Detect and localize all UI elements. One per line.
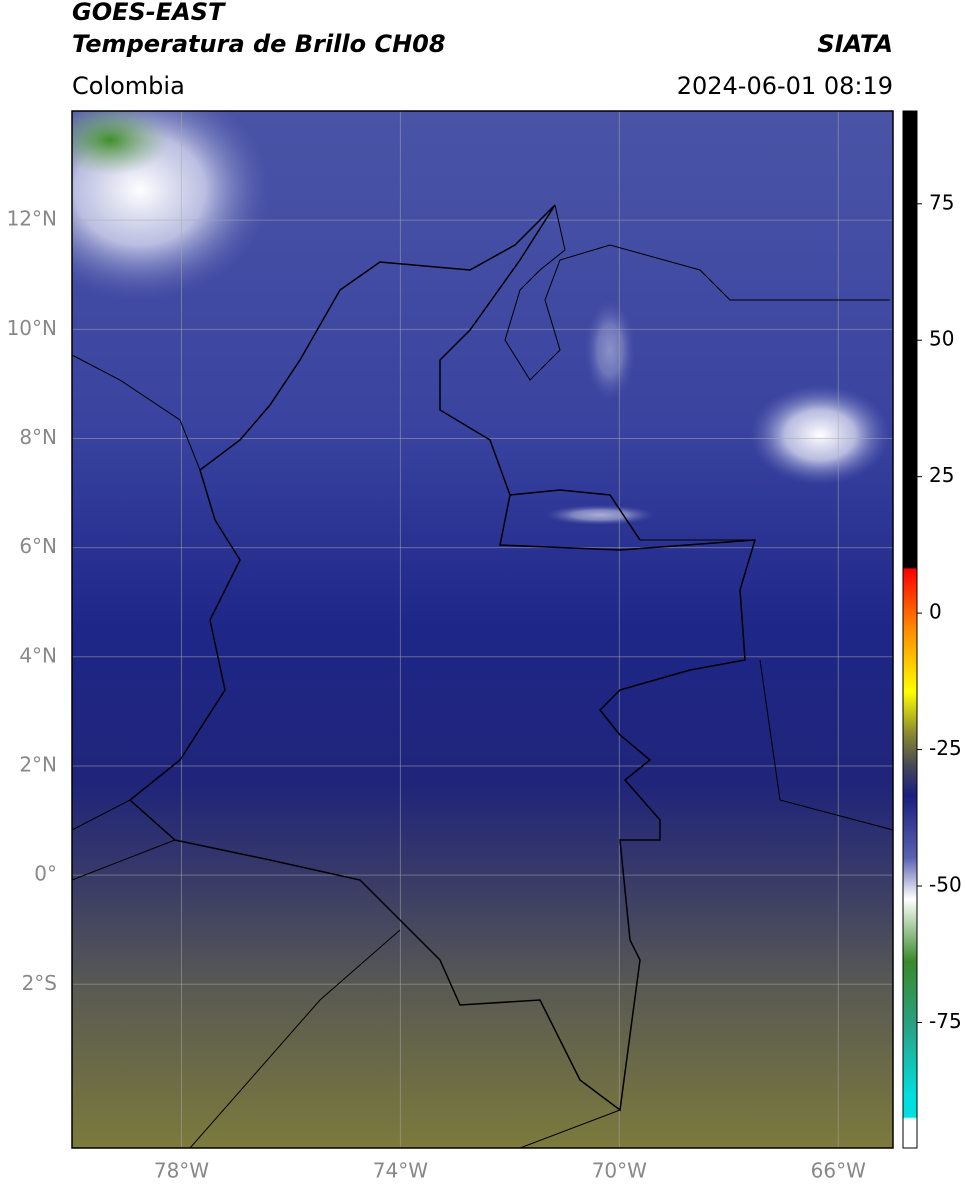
- y-tick-label: 0°: [34, 862, 57, 886]
- colorbar-tick-label: 0: [929, 600, 942, 624]
- colorbar-tick-label: -75: [929, 1009, 962, 1033]
- brightness-field: [72, 111, 893, 1148]
- cold-top: [72, 111, 170, 175]
- colorbar-tick-label: 25: [929, 463, 954, 487]
- plot-frame: [71, 110, 894, 1149]
- y-tick-label: 4°N: [19, 643, 57, 667]
- y-tick-label: 10°N: [7, 316, 57, 340]
- colorbar-tick-label: -25: [929, 736, 962, 760]
- x-tick-label: 74°W: [373, 1159, 428, 1183]
- colorbar: [902, 110, 918, 1149]
- cloud: [750, 385, 890, 485]
- colorbar-tick-label: 50: [929, 327, 954, 351]
- coastline: [72, 204, 893, 1148]
- x-tick-label: 66°W: [811, 1159, 866, 1183]
- x-tick-label: 70°W: [592, 1159, 647, 1183]
- cloud: [585, 300, 635, 400]
- y-tick-label: 2°S: [22, 971, 57, 995]
- colorbar-tick-label: -50: [929, 873, 962, 897]
- country-border: [128, 204, 757, 1112]
- x-tick-label: 78°W: [154, 1159, 209, 1183]
- colorbar-tick-label: 75: [929, 190, 954, 214]
- datetime: 2024-06-01 08:19: [677, 72, 893, 100]
- imagery: [72, 111, 893, 1148]
- graticule: [72, 111, 893, 1148]
- region: Colombia: [72, 72, 185, 100]
- y-tick-label: 12°N: [7, 207, 57, 231]
- y-tick-label: 6°N: [19, 534, 57, 558]
- subtitle: Temperatura de Brillo CH08: [72, 30, 446, 58]
- y-tick-label: 2°N: [19, 752, 57, 776]
- source: SIATA: [817, 30, 893, 58]
- y-tick-label: 8°N: [19, 425, 57, 449]
- title: GOES-EAST: [72, 0, 226, 26]
- cloud: [545, 505, 655, 525]
